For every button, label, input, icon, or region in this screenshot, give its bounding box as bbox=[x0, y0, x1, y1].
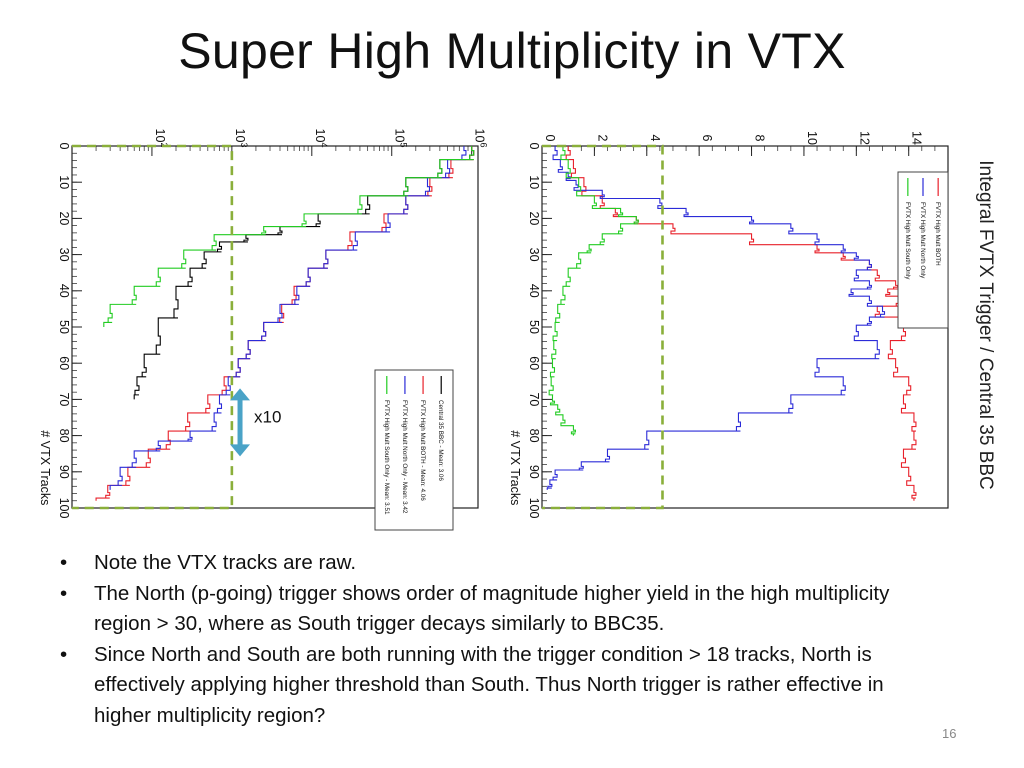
x-tick-label: 70 bbox=[57, 392, 71, 406]
y-tick-base: 10 bbox=[153, 129, 167, 143]
x-tick-label: 0 bbox=[527, 143, 541, 150]
y-tick-base: 10 bbox=[313, 129, 327, 143]
x-axis-label: # VTX Tracks bbox=[508, 430, 522, 505]
x-tick-label: 60 bbox=[57, 356, 71, 370]
y-tick-base: 10 bbox=[393, 129, 407, 143]
x-tick-label: 80 bbox=[527, 429, 541, 443]
bullet-item: Note the VTX tracks are raw. bbox=[60, 548, 940, 579]
y-tick-label: 104 bbox=[313, 129, 329, 148]
bullet-item: The North (p-going) trigger shows order … bbox=[60, 579, 940, 640]
x-tick-label: 90 bbox=[527, 465, 541, 479]
y-tick-exponent: 6 bbox=[479, 142, 489, 147]
cut-dashed-box bbox=[72, 144, 234, 510]
x-tick-label: 50 bbox=[527, 320, 541, 334]
legend-label: FVTX High Mult South Only - Mean: 3.51 bbox=[383, 400, 390, 515]
y-tick-label: 102 bbox=[153, 129, 169, 148]
x-tick-label: 10 bbox=[527, 175, 541, 189]
side-axis-label: Integral FVTX Trigger / Central 35 BBC bbox=[975, 160, 996, 490]
x-tick-label: 10 bbox=[57, 175, 71, 189]
series-line-south bbox=[548, 146, 639, 436]
x-tick-label: 60 bbox=[527, 356, 541, 370]
arrow-head-down bbox=[230, 444, 251, 457]
plot-frame bbox=[541, 145, 949, 509]
x-tick-label: 20 bbox=[57, 211, 71, 225]
x-tick-label: 100 bbox=[57, 498, 71, 519]
series-line-north bbox=[546, 146, 886, 490]
y-tick-base: 0 bbox=[543, 135, 557, 142]
y-tick-label: 0 bbox=[543, 135, 557, 142]
x-tick-label: 30 bbox=[57, 248, 71, 262]
legend-label: FVTX High Mult BOTH - Mean: 4.06 bbox=[419, 400, 426, 501]
y-tick-base: 12 bbox=[857, 131, 871, 145]
legend: Central 35 BBC - Mean: 3.06 FVTX High Mul… bbox=[374, 369, 454, 531]
x-axis-label: # VTX Tracks bbox=[38, 430, 52, 505]
y-tick-label: 10 bbox=[805, 131, 819, 145]
legend-label: FVTX High Mult BOTH bbox=[934, 202, 941, 266]
y-tick-base: 10 bbox=[805, 131, 819, 145]
series-line-south bbox=[103, 146, 475, 327]
y-tick-label: 14 bbox=[910, 131, 924, 145]
arrow-head-up bbox=[230, 388, 251, 401]
legend-label: FVTX High Mult South Only bbox=[904, 202, 911, 280]
x-axis-ticks: 0 10 20 30 40 50 60 70 80 90 100 bbox=[57, 143, 82, 519]
y-tick-label: 4 bbox=[648, 135, 662, 142]
y-tick-exponent: 3 bbox=[239, 142, 249, 147]
y-tick-base: 6 bbox=[700, 135, 714, 142]
y-tick-label: 103 bbox=[233, 129, 249, 148]
y-tick-label: 8 bbox=[753, 135, 767, 142]
x-tick-label: 100 bbox=[527, 498, 541, 519]
x-tick-label: 40 bbox=[527, 284, 541, 298]
slide-title: Super High Multiplicity in VTX bbox=[178, 23, 846, 79]
x-tick-label: 80 bbox=[57, 429, 71, 443]
bullet-item: Since North and South are both running w… bbox=[60, 640, 940, 732]
legend-box bbox=[374, 369, 454, 531]
series-line-central bbox=[133, 146, 475, 400]
right-histogram-chart: 0 10 20 30 40 50 60 70 80 90 100 # VTX Tracks 0 2 4 6 8 1… bbox=[508, 131, 949, 519]
y-tick-exponent: 4 bbox=[319, 142, 329, 147]
x-tick-label: 0 bbox=[57, 143, 71, 150]
page-number: 16 bbox=[942, 726, 957, 741]
x-tick-label: 40 bbox=[57, 284, 71, 298]
y-tick-base: 10 bbox=[233, 129, 247, 143]
y-tick-label: 12 bbox=[857, 131, 871, 145]
y-tick-base: 2 bbox=[595, 135, 609, 142]
y-tick-base: 4 bbox=[648, 135, 662, 142]
y-tick-label: 105 bbox=[393, 129, 409, 148]
y-tick-label: 106 bbox=[473, 129, 489, 148]
x-tick-label: 50 bbox=[57, 320, 71, 334]
legend-box bbox=[897, 171, 949, 329]
series-line-north bbox=[109, 146, 467, 490]
legend-label: Central 35 BBC - Mean: 3.06 bbox=[437, 400, 444, 481]
y-tick-label: 2 bbox=[595, 135, 609, 142]
x-tick-label: 70 bbox=[527, 392, 541, 406]
legend-label: FVTX High Mult North Only - Mean: 3.42 bbox=[401, 400, 408, 514]
y-tick-base: 8 bbox=[753, 135, 767, 142]
y-tick-base: 10 bbox=[473, 129, 487, 143]
series-group bbox=[95, 146, 475, 501]
x-axis-ticks: 0 10 20 30 40 50 60 70 80 90 100 bbox=[527, 143, 552, 519]
y-tick-exponent: 5 bbox=[399, 142, 409, 147]
series-group bbox=[546, 146, 917, 501]
y-tick-base: 14 bbox=[910, 131, 924, 145]
legend-label: FVTX High Mult North Only bbox=[919, 202, 926, 279]
bullet-list: Note the VTX tracks are raw. The North (… bbox=[60, 548, 940, 731]
legend: FVTX High Mult BOTH FVTX High Mult North … bbox=[897, 171, 949, 329]
x10-annotation: x10 bbox=[254, 407, 281, 426]
y-tick-label: 6 bbox=[700, 135, 714, 142]
series-line-both bbox=[565, 146, 917, 501]
annotation-arrow bbox=[230, 388, 251, 457]
x-tick-label: 90 bbox=[57, 465, 71, 479]
x-tick-label: 30 bbox=[527, 248, 541, 262]
cut-dashed-box bbox=[542, 144, 664, 510]
x-tick-label: 20 bbox=[527, 211, 541, 225]
y-axis-ticks: 0 2 4 6 8 10 12 14 bbox=[541, 131, 949, 156]
